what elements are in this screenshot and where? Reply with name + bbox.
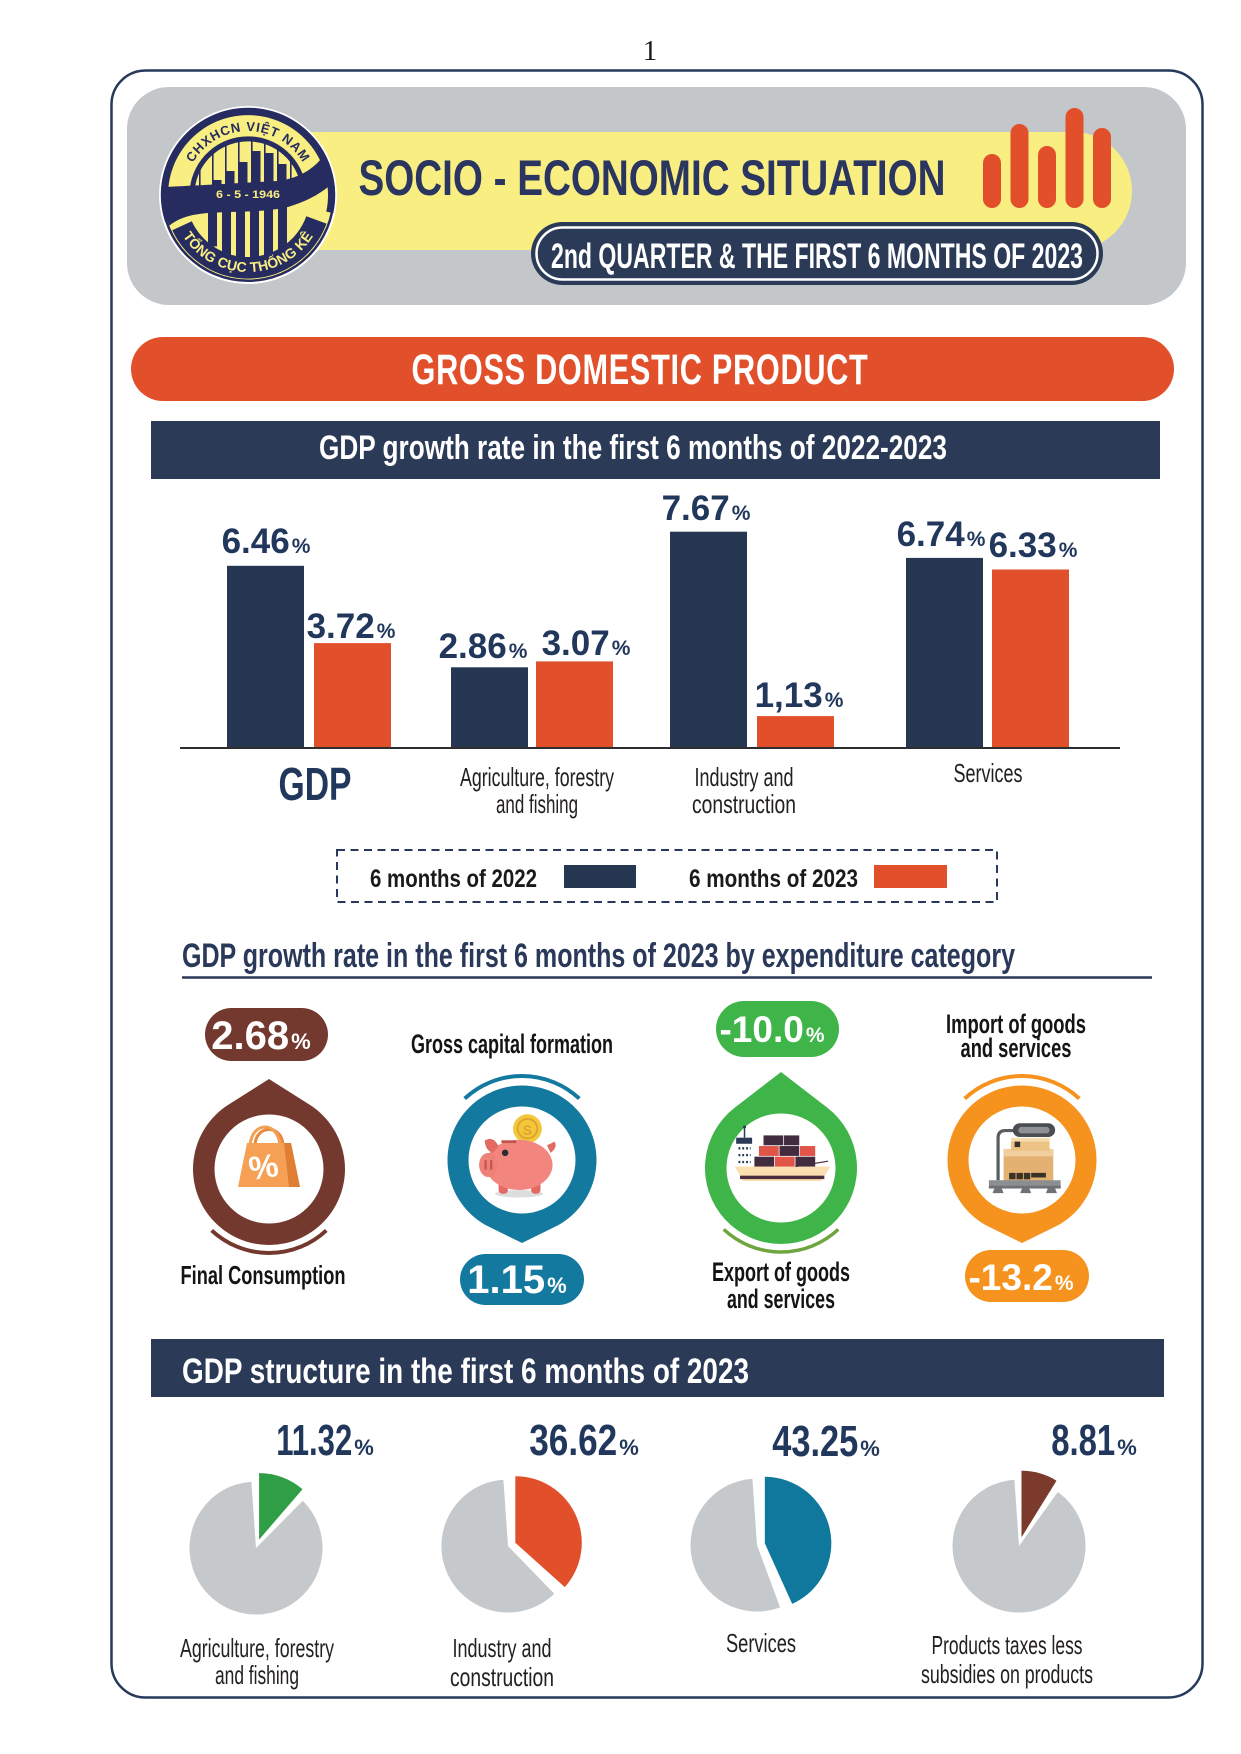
svg-text:Gross capital formation: Gross capital formation <box>411 1029 613 1059</box>
svg-text:11.32%: 11.32% <box>276 1416 374 1465</box>
svg-text:construction: construction <box>692 789 796 819</box>
svg-text:1.15%: 1.15% <box>467 1258 566 1302</box>
svg-text:3.07%: 3.07% <box>542 624 631 663</box>
svg-text:and fishing: and fishing <box>215 1660 299 1690</box>
svg-text:6.74%: 6.74% <box>897 515 986 554</box>
svg-text:GDP: GDP <box>279 758 352 810</box>
svg-text:1: 1 <box>643 35 658 67</box>
svg-text:6.46%: 6.46% <box>222 522 311 561</box>
svg-text:SOCIO - ECONOMIC SITUATION: SOCIO - ECONOMIC SITUATION <box>359 150 946 206</box>
svg-text:GDP growth rate in the first 6: GDP growth rate in the first 6 months of… <box>319 429 947 467</box>
svg-text:construction: construction <box>450 1662 554 1692</box>
svg-text:and fishing: and fishing <box>496 789 578 819</box>
svg-text:2.86%: 2.86% <box>439 627 528 666</box>
svg-text:Agriculture, forestry: Agriculture, forestry <box>180 1633 334 1663</box>
svg-text:and services: and services <box>727 1284 835 1314</box>
svg-text:Products taxes less: Products taxes less <box>932 1630 1083 1660</box>
svg-text:Services: Services <box>954 758 1023 788</box>
svg-text:-13.2%: -13.2% <box>968 1257 1073 1298</box>
svg-text:7.67%: 7.67% <box>662 489 751 528</box>
svg-text:Export of goods: Export of goods <box>712 1257 850 1287</box>
svg-text:Industry and: Industry and <box>695 762 794 792</box>
svg-text:Industry and: Industry and <box>453 1633 552 1663</box>
svg-text:8.81%: 8.81% <box>1051 1416 1137 1465</box>
svg-text:43.25%: 43.25% <box>772 1417 880 1466</box>
svg-text:2.68%: 2.68% <box>211 1014 310 1058</box>
svg-text:36.62%: 36.62% <box>529 1416 639 1465</box>
svg-text:subsidies on products: subsidies on products <box>921 1659 1093 1689</box>
svg-text:S: S <box>523 1122 532 1138</box>
svg-text:3.72%: 3.72% <box>307 607 396 646</box>
svg-text:Services: Services <box>726 1628 796 1658</box>
svg-text:6.33%: 6.33% <box>989 526 1078 565</box>
svg-text:6 months of 2022: 6 months of 2022 <box>370 865 537 893</box>
svg-text:GDP growth rate in the first 6: GDP growth rate in the first 6 months of… <box>182 937 1015 975</box>
svg-text:6 - 5 - 1946: 6 - 5 - 1946 <box>216 189 280 201</box>
svg-text:1,13%: 1,13% <box>755 676 844 715</box>
svg-text:and services: and services <box>961 1033 1072 1063</box>
svg-text:Agriculture, forestry: Agriculture, forestry <box>460 762 614 792</box>
svg-text:Final Consumption: Final Consumption <box>181 1260 346 1290</box>
svg-text:6 months of 2023: 6 months of 2023 <box>689 865 858 893</box>
svg-text:GROSS DOMESTIC PRODUCT: GROSS DOMESTIC PRODUCT <box>412 346 869 394</box>
svg-text:%: % <box>246 1146 281 1187</box>
svg-text:2nd QUARTER & THE FIRST 6 MONT: 2nd QUARTER & THE FIRST 6 MONTHS OF 2023 <box>551 237 1083 276</box>
svg-text:Import of goods: Import of goods <box>946 1009 1086 1039</box>
svg-text:-10.0%: -10.0% <box>719 1009 824 1050</box>
svg-text:GDP structure in the first 6: GDP structure in the first 6 months of 2… <box>182 1352 749 1391</box>
